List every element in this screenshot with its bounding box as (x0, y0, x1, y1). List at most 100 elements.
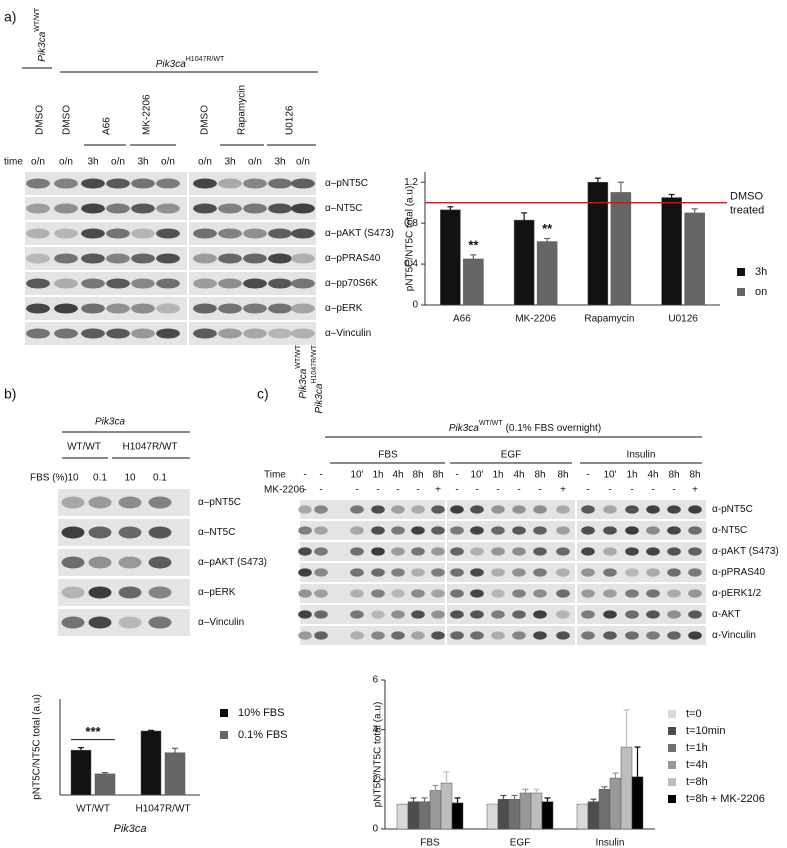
blot-band (667, 589, 681, 598)
blot-band (156, 203, 180, 214)
inhibitor-value: - (496, 485, 499, 496)
blot-band (450, 610, 464, 619)
blot-band (391, 610, 405, 619)
blot-band (268, 278, 292, 289)
time-value: o/n (59, 157, 73, 168)
blot-band (491, 526, 505, 535)
genotype: Pik3caWT/WT (295, 344, 309, 398)
blot-label: α–pPRAS40 (325, 253, 381, 264)
blot-band (625, 505, 639, 514)
blot-band (243, 328, 267, 339)
blot-band (431, 568, 445, 577)
legend-label: t=8h + MK-2206 (686, 793, 765, 805)
bar (620, 746, 633, 830)
blot-band (26, 203, 50, 214)
blot-band (603, 505, 617, 514)
x-tick-label: A66 (453, 314, 471, 325)
time-value: o/n (248, 157, 262, 168)
x-tick-label: MK-2206 (515, 314, 556, 325)
blot-band (371, 631, 385, 640)
blot-band (61, 616, 85, 629)
blot-band (350, 505, 364, 514)
time-value: 10' (470, 470, 483, 481)
blot-band (450, 526, 464, 535)
genotype: Pik3caWT/WT (0.1% FBS overnight) (449, 420, 601, 434)
treatment-label: DMSO (200, 105, 211, 135)
fbs-value: 0.1 (93, 473, 107, 484)
treatment-label: DMSO (62, 105, 73, 135)
reference-label: treated (730, 205, 764, 217)
blot-band (512, 631, 526, 640)
blot-band (625, 610, 639, 619)
blot-band (450, 589, 464, 598)
y-tick-label: 0.4 (404, 259, 418, 270)
blot-band (156, 253, 180, 264)
blot-band (603, 589, 617, 598)
blot-band (556, 589, 570, 598)
time-value: 8h (432, 470, 443, 481)
blot-band (646, 589, 660, 598)
legend-label: t=1h (686, 742, 708, 754)
inhibitor-value: - (608, 485, 611, 496)
blot-band (431, 505, 445, 514)
blot-band (688, 631, 702, 640)
bar (451, 802, 464, 830)
blot-band (268, 328, 292, 339)
blot-band (88, 556, 112, 569)
blot-band (81, 228, 105, 239)
blot-band (298, 589, 312, 598)
time-value: - (303, 470, 306, 481)
stimulus-label: EGF (501, 450, 522, 461)
blot-band (371, 589, 385, 598)
blot-band (26, 253, 50, 264)
time-value: 3h (87, 157, 98, 168)
blot-band (106, 328, 130, 339)
blot-band (533, 568, 547, 577)
time-label: time (4, 157, 23, 168)
panel-label: a) (4, 9, 16, 25)
legend-swatch (220, 731, 228, 739)
blot-band (314, 568, 328, 577)
blot-band (581, 568, 595, 577)
legend-swatch (737, 268, 745, 276)
blot-label: α–pERK (198, 587, 236, 598)
time-value: 1h (372, 470, 383, 481)
blot-band (218, 303, 242, 314)
blot-band (667, 505, 681, 514)
bracket-lines (22, 67, 702, 464)
blot-band (156, 178, 180, 189)
blot-band (148, 496, 172, 509)
time-value: 1h (492, 470, 503, 481)
blot-band (291, 203, 315, 214)
panel-label: c) (257, 386, 269, 402)
legend-label: 3h (755, 266, 767, 278)
inhibitor-value: - (672, 485, 675, 496)
blot-band (646, 547, 660, 556)
blot-band (371, 526, 385, 535)
blot-band (603, 631, 617, 640)
blot-band (54, 253, 78, 264)
inhibitor-value: - (319, 485, 322, 496)
blot-band (667, 547, 681, 556)
blot-band (646, 526, 660, 535)
blot-label: α–pAKT (S473) (325, 228, 394, 239)
blot-label: α–pNT5C (198, 497, 241, 508)
time-value: o/n (31, 157, 45, 168)
blot-band (371, 610, 385, 619)
blot-band (603, 547, 617, 556)
blot-band (298, 505, 312, 514)
inhibitor-value: - (455, 485, 458, 496)
blot-band (350, 610, 364, 619)
blot-band (156, 303, 180, 314)
blot-band (450, 547, 464, 556)
blot-band (512, 505, 526, 514)
blot-band (268, 203, 292, 214)
blot-band (512, 547, 526, 556)
blot-band (193, 253, 217, 264)
gene: Pik3ca (314, 383, 325, 413)
genotype: H1047R/WT (122, 442, 177, 453)
blot-band (118, 616, 142, 629)
treatment-label: MK-2206 (142, 94, 153, 135)
blot-band (371, 505, 385, 514)
legend-swatch (737, 288, 745, 296)
